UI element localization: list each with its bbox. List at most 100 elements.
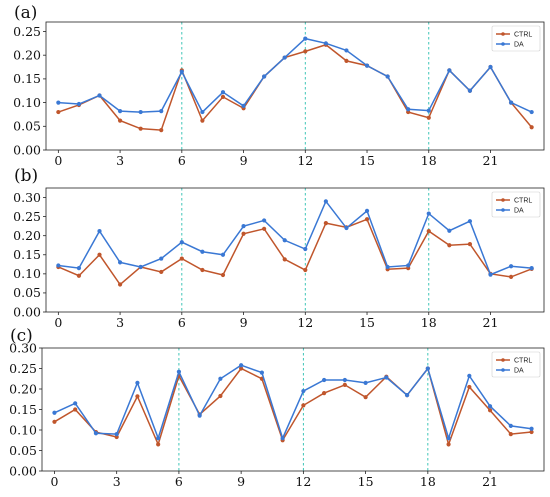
y-tick-label: 0.15 bbox=[9, 402, 37, 417]
x-tick-label: 12 bbox=[297, 153, 313, 168]
data-point-ctrl bbox=[159, 127, 164, 133]
data-point-da bbox=[406, 107, 411, 112]
data-point-da bbox=[97, 229, 102, 234]
data-point-ctrl bbox=[220, 272, 226, 278]
data-point-ctrl bbox=[135, 394, 140, 399]
data-point-da bbox=[117, 109, 123, 114]
data-point-da bbox=[114, 432, 119, 437]
data-point-ctrl bbox=[159, 269, 164, 275]
x-tick-label: 15 bbox=[358, 474, 374, 489]
plot-frame bbox=[41, 347, 545, 472]
panel-1: (a) 0.00 0.05 0.10 0.15 0.20 0.25 0 3 6 9 12 15 18 21 C… bbox=[13, 3, 545, 168]
x-tick-label: 12 bbox=[295, 474, 311, 489]
data-point-da bbox=[447, 68, 452, 73]
data-point-da bbox=[384, 375, 389, 380]
data-point-ctrl bbox=[241, 231, 246, 236]
data-point-ctrl bbox=[467, 241, 473, 247]
legend-marker-ctrl bbox=[501, 358, 505, 362]
x-tick-label: 6 bbox=[178, 315, 186, 330]
x-tick-label: 0 bbox=[54, 315, 62, 330]
data-point-da bbox=[508, 100, 514, 105]
data-point-da bbox=[117, 260, 123, 265]
data-point-da bbox=[488, 64, 493, 70]
x-tick-label: 9 bbox=[237, 474, 245, 489]
plot-frame bbox=[45, 21, 545, 151]
x-tick-label: 12 bbox=[297, 315, 313, 330]
legend: CTRL DA bbox=[491, 191, 541, 218]
data-point-ctrl bbox=[200, 118, 205, 123]
x-tick-label: 15 bbox=[359, 153, 375, 168]
data-point-ctrl bbox=[117, 118, 123, 123]
data-point-da bbox=[56, 263, 61, 268]
legend-marker-ctrl bbox=[501, 32, 505, 36]
x-tick-label: 15 bbox=[359, 315, 375, 330]
data-point-da bbox=[159, 109, 164, 114]
panel-3: (c) 0.00 0.05 0.10 0.15 0.20 0.25 0.30 0 3 6 9 12 15 1… bbox=[9, 326, 545, 489]
data-point-ctrl bbox=[508, 432, 513, 437]
x-tick-label: 0 bbox=[54, 153, 62, 168]
data-point-da bbox=[529, 266, 534, 271]
data-point-da bbox=[467, 88, 473, 93]
data-point-da bbox=[385, 264, 390, 270]
data-point-ctrl bbox=[73, 407, 78, 412]
data-point-da bbox=[259, 370, 264, 375]
data-point-da bbox=[56, 100, 61, 105]
legend-label-ctrl: CTRL bbox=[514, 198, 532, 205]
x-tick-label: 3 bbox=[116, 153, 124, 168]
data-point-ctrl bbox=[303, 267, 308, 273]
data-point-da bbox=[404, 393, 410, 398]
data-point-da bbox=[179, 240, 184, 245]
legend-marker-ctrl bbox=[501, 198, 505, 202]
x-tick-label: 6 bbox=[175, 474, 183, 489]
data-point-ctrl bbox=[76, 273, 82, 278]
data-point-da bbox=[200, 109, 205, 115]
data-point-ctrl bbox=[117, 282, 123, 287]
data-point-ctrl bbox=[447, 243, 452, 248]
data-point-ctrl bbox=[179, 256, 184, 261]
plot-frame bbox=[45, 187, 545, 313]
y-tick-label: 0.15 bbox=[13, 247, 41, 262]
x-tick-label: 18 bbox=[421, 153, 437, 168]
data-point-da bbox=[323, 41, 328, 46]
y-tick-label: 0.10 bbox=[9, 422, 37, 437]
data-point-da bbox=[344, 225, 349, 231]
data-point-ctrl bbox=[303, 49, 308, 54]
legend: CTRL DA bbox=[491, 351, 541, 378]
x-tick-label: 21 bbox=[483, 153, 499, 168]
legend-marker-da bbox=[501, 368, 505, 372]
data-point-ctrl bbox=[322, 391, 327, 396]
data-point-ctrl bbox=[200, 267, 205, 273]
data-point-da bbox=[426, 108, 431, 113]
data-point-ctrl bbox=[301, 403, 306, 408]
data-point-da bbox=[241, 103, 246, 109]
data-point-da bbox=[425, 366, 430, 371]
x-tick-label: 3 bbox=[113, 474, 121, 489]
data-point-ctrl bbox=[220, 94, 226, 100]
legend-label-da: DA bbox=[514, 42, 524, 49]
data-point-ctrl bbox=[156, 442, 161, 447]
data-point-da bbox=[508, 264, 514, 269]
x-tick-label: 18 bbox=[420, 474, 436, 489]
data-point-da bbox=[529, 109, 534, 115]
data-point-da bbox=[447, 228, 452, 233]
data-point-ctrl bbox=[282, 257, 287, 262]
data-point-da bbox=[197, 413, 202, 418]
data-point-da bbox=[220, 90, 226, 95]
data-point-da bbox=[363, 380, 368, 385]
x-tick-label: 18 bbox=[421, 315, 437, 330]
y-tick-label: 0.20 bbox=[9, 381, 37, 396]
data-point-da bbox=[176, 369, 182, 374]
data-point-da bbox=[406, 263, 411, 268]
data-point-da bbox=[282, 55, 287, 60]
data-point-da bbox=[262, 74, 267, 79]
data-point-ctrl bbox=[426, 115, 431, 120]
data-point-da bbox=[529, 426, 534, 431]
data-point-da bbox=[487, 404, 493, 409]
data-point-da bbox=[52, 410, 57, 415]
data-point-da bbox=[262, 218, 267, 223]
data-point-ctrl bbox=[342, 382, 347, 387]
series-line-da bbox=[54, 364, 532, 441]
series-line-ctrl bbox=[58, 218, 532, 286]
legend-label-da: DA bbox=[514, 208, 524, 215]
